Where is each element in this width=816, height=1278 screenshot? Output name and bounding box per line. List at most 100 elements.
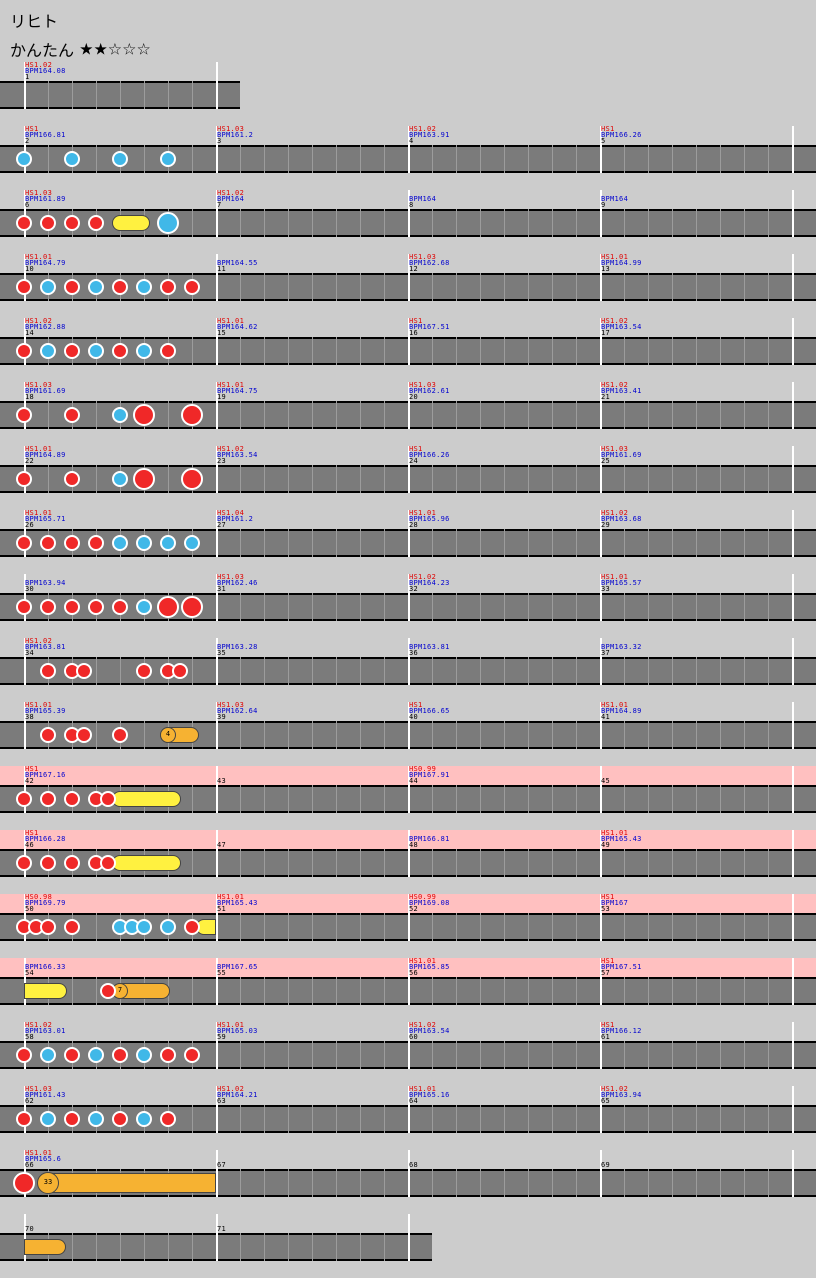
measure-line bbox=[792, 510, 794, 557]
scroll-speed: HS1.01 bbox=[25, 445, 53, 453]
measure-number: 39 bbox=[217, 713, 227, 721]
measure-line bbox=[24, 190, 26, 237]
bpm-label: BPM164.75 bbox=[217, 387, 258, 395]
beat-line bbox=[456, 1041, 457, 1069]
measure-number: 37 bbox=[601, 649, 611, 657]
chart-row: HS1.01 BPM165.71 26 HS1.04 BPM161.2 27 HS1.01 B… bbox=[0, 510, 816, 574]
beat-line bbox=[264, 465, 265, 493]
beat-line bbox=[456, 529, 457, 557]
bpm-label: BPM167.16 bbox=[25, 771, 66, 779]
don-note bbox=[16, 535, 32, 551]
balloon-note: 4 bbox=[160, 727, 176, 743]
beat-line bbox=[456, 145, 457, 173]
beat-line bbox=[240, 849, 241, 877]
beat-line bbox=[744, 849, 745, 877]
don-note bbox=[16, 279, 32, 295]
measure-line bbox=[24, 702, 26, 749]
beat-line bbox=[744, 465, 745, 493]
beat-line bbox=[768, 529, 769, 557]
beat-line bbox=[552, 1041, 553, 1069]
bpm-label: BPM165.6 bbox=[25, 1155, 62, 1163]
don-note bbox=[112, 1111, 128, 1127]
beat-line bbox=[312, 593, 313, 621]
bpm-label: BPM164.21 bbox=[217, 1091, 258, 1099]
don-note bbox=[64, 599, 80, 615]
measure-number: 8 bbox=[409, 201, 414, 209]
measure-line bbox=[408, 318, 410, 365]
scroll-speed: HS1.02 bbox=[601, 509, 629, 517]
beat-line bbox=[744, 145, 745, 173]
bpm-label: BPM167.65 bbox=[217, 963, 258, 971]
beat-line bbox=[240, 913, 241, 941]
beat-line bbox=[576, 465, 577, 493]
scroll-speed: HS1.02 bbox=[601, 1085, 629, 1093]
beat-line bbox=[768, 657, 769, 685]
beat-line bbox=[480, 465, 481, 493]
measure-line bbox=[24, 1022, 26, 1069]
don-note bbox=[64, 407, 80, 423]
beat-line bbox=[192, 849, 193, 877]
difficulty-name: かんたん bbox=[10, 41, 75, 60]
beat-line bbox=[432, 721, 433, 749]
beat-line bbox=[456, 593, 457, 621]
beat-line bbox=[744, 209, 745, 237]
beat-line bbox=[336, 913, 337, 941]
beat-line bbox=[504, 1041, 505, 1069]
beat-line bbox=[312, 657, 313, 685]
beat-line bbox=[336, 401, 337, 429]
beat-line bbox=[696, 273, 697, 301]
measure-label: HS1.02 BPM164 7 bbox=[217, 190, 244, 209]
measure-line bbox=[216, 382, 218, 429]
bpm-label: BPM166.81 bbox=[409, 835, 450, 843]
beat-line bbox=[384, 529, 385, 557]
measure-line bbox=[24, 638, 26, 685]
bpm-label: BPM163.81 bbox=[409, 643, 450, 651]
measure-label: BPM163.94 30 bbox=[25, 574, 66, 593]
beat-line bbox=[552, 977, 553, 1005]
bpm-label: BPM167.51 bbox=[601, 963, 642, 971]
beat-line bbox=[528, 145, 529, 173]
bpm-label: BPM165.71 bbox=[25, 515, 66, 523]
bpm-label: BPM164 bbox=[601, 195, 629, 203]
beat-line bbox=[192, 977, 193, 1005]
scroll-speed: HS1.03 bbox=[217, 701, 245, 709]
measure-label: HS1.01 BPM165.39 38 bbox=[25, 702, 66, 721]
ka-note bbox=[160, 151, 176, 167]
measure-label: HS1.01 BPM165.57 33 bbox=[601, 574, 642, 593]
measure-line bbox=[216, 702, 218, 749]
beat-line bbox=[576, 1105, 577, 1133]
bpm-label: BPM165.85 bbox=[409, 963, 450, 971]
measure-line bbox=[600, 510, 602, 557]
don-note bbox=[184, 919, 200, 935]
measure-line bbox=[600, 254, 602, 301]
beat-line bbox=[96, 977, 97, 1005]
scroll-speed: HS1 bbox=[409, 445, 423, 453]
beat-line bbox=[672, 1041, 673, 1069]
bpm-label: BPM165.96 bbox=[409, 515, 450, 523]
bpm-label: BPM167.51 bbox=[409, 323, 450, 331]
beat-line bbox=[576, 145, 577, 173]
measure-line bbox=[792, 126, 794, 173]
beat-line bbox=[552, 593, 553, 621]
measure-line bbox=[24, 254, 26, 301]
beat-line bbox=[672, 721, 673, 749]
beat-line bbox=[624, 721, 625, 749]
ka-note bbox=[184, 535, 200, 551]
beat-line bbox=[240, 1233, 241, 1261]
drumroll bbox=[24, 1239, 66, 1255]
beat-line bbox=[384, 1169, 385, 1197]
don-note bbox=[13, 1172, 35, 1194]
beat-line bbox=[456, 1169, 457, 1197]
don-note bbox=[16, 215, 32, 231]
measure-label: HS1.02 BPM163.41 21 bbox=[601, 382, 642, 401]
measure-number: 22 bbox=[25, 457, 35, 465]
beat-line bbox=[384, 1105, 385, 1133]
measure-number: 15 bbox=[217, 329, 227, 337]
beat-line bbox=[336, 1105, 337, 1133]
measure-label: HS1.03 BPM161.2 3 bbox=[217, 126, 253, 145]
beat-line bbox=[504, 529, 505, 557]
bpm-label: BPM167.91 bbox=[409, 771, 450, 779]
don-note bbox=[16, 791, 32, 807]
beat-line bbox=[48, 81, 49, 109]
beat-line bbox=[144, 81, 145, 109]
